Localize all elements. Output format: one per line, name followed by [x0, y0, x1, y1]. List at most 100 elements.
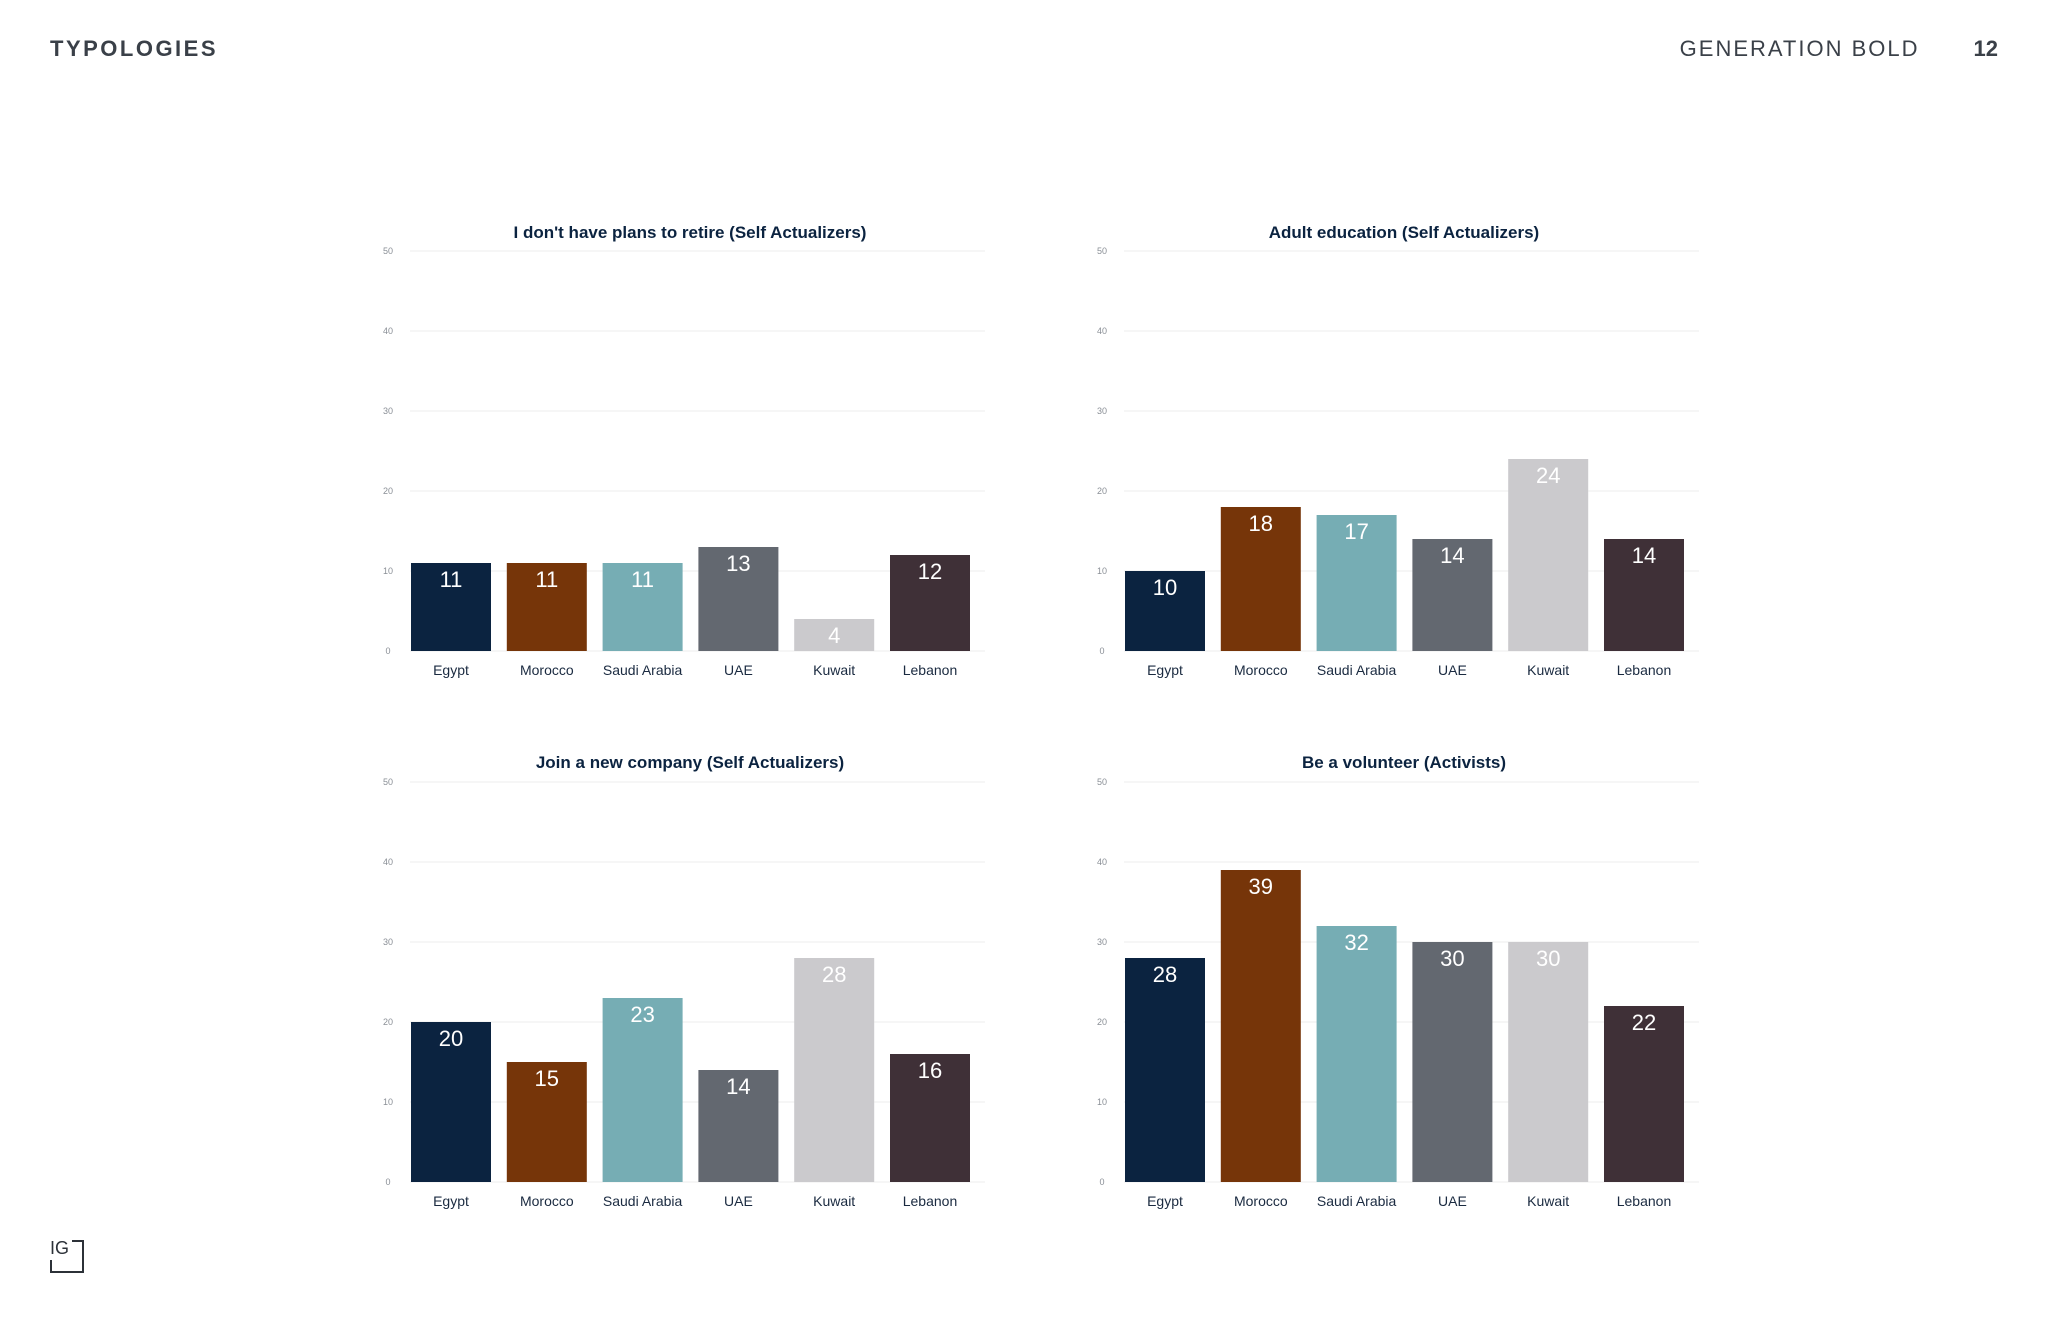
- header-right: GENERATION BOLD 12: [1680, 36, 1998, 62]
- bar-lebanon: [1604, 1006, 1684, 1182]
- data-label: 39: [1249, 874, 1273, 899]
- bar-morocco: [1220, 507, 1301, 651]
- data-label: 11: [631, 567, 654, 592]
- y-tick-label: 20: [1097, 1017, 1107, 1027]
- bar-lebanon: [890, 555, 970, 651]
- brand-name: GENERATION BOLD: [1679, 36, 1920, 61]
- data-label: 28: [1153, 962, 1177, 987]
- logo-text: IG: [50, 1238, 69, 1258]
- x-tick-label: Kuwait: [813, 662, 855, 678]
- data-label: 22: [1632, 1010, 1656, 1035]
- chart-title: Adult education (Self Actualizers): [1269, 223, 1539, 242]
- chart-title: Join a new company (Self Actualizers): [536, 753, 844, 772]
- x-tick-label: Saudi Arabia: [1317, 1193, 1397, 1209]
- x-tick-label: Egypt: [433, 1193, 469, 1209]
- data-label: 24: [1536, 463, 1560, 488]
- x-tick-label: Lebanon: [903, 662, 958, 678]
- data-label: 32: [1344, 930, 1368, 955]
- bar-saudi-arabia: [1316, 926, 1397, 1182]
- x-tick-label: Lebanon: [1617, 662, 1672, 678]
- chart-title: Be a volunteer (Activists): [1302, 753, 1506, 772]
- data-label: 10: [1153, 575, 1177, 600]
- data-label: 12: [918, 559, 942, 584]
- bar-uae: [698, 547, 779, 651]
- y-tick-label: 10: [1097, 566, 1107, 576]
- bar-lebanon: [1604, 539, 1684, 651]
- data-label: 4: [828, 623, 840, 648]
- x-tick-label: Saudi Arabia: [1317, 662, 1397, 678]
- bar-egypt: [411, 563, 491, 651]
- y-tick-label: 30: [1097, 937, 1107, 947]
- logo-frame: [50, 1240, 84, 1273]
- chart-4: Be a volunteer (Activists) 0 10 20 30 40 50 28 E…: [1097, 753, 1699, 1209]
- x-tick-label: Morocco: [1234, 662, 1288, 678]
- chart-3: Join a new company (Self Actualizers) 0 10…: [383, 753, 985, 1209]
- y-tick-label: 30: [383, 406, 393, 416]
- y-tick-label: 10: [383, 1097, 393, 1107]
- y-tick-label: 0: [1099, 646, 1104, 656]
- chart-2: Adult education (Self Actualizers) 0 10 20 3…: [1097, 223, 1699, 678]
- data-label: 15: [535, 1066, 559, 1091]
- bar-kuwait: [794, 619, 875, 651]
- bar-morocco: [1220, 870, 1301, 1182]
- x-tick-label: UAE: [724, 1193, 753, 1209]
- y-tick-label: 40: [1097, 326, 1107, 336]
- y-tick-label: 30: [383, 937, 393, 947]
- data-label: 11: [535, 567, 558, 592]
- data-label: 14: [1440, 543, 1464, 568]
- bar-uae: [1412, 942, 1493, 1182]
- data-label: 30: [1440, 946, 1464, 971]
- y-tick-label: 30: [1097, 406, 1107, 416]
- bar-egypt: [1125, 958, 1205, 1182]
- y-tick-label: 40: [1097, 857, 1107, 867]
- data-label: 11: [440, 567, 463, 592]
- x-tick-label: Kuwait: [1527, 662, 1569, 678]
- bar-uae: [698, 1070, 779, 1182]
- y-tick-label: 50: [1097, 777, 1107, 787]
- bar-saudi-arabia: [602, 563, 683, 651]
- data-label: 30: [1536, 946, 1560, 971]
- y-tick-label: 50: [383, 246, 393, 256]
- bar-lebanon: [890, 1054, 970, 1182]
- x-tick-label: Lebanon: [1617, 1193, 1672, 1209]
- bar-kuwait: [1508, 942, 1589, 1182]
- y-tick-label: 50: [1097, 246, 1107, 256]
- y-tick-label: 20: [383, 486, 393, 496]
- data-label: 13: [726, 551, 750, 576]
- x-tick-label: UAE: [1438, 662, 1467, 678]
- bar-kuwait: [1508, 459, 1589, 651]
- data-label: 14: [726, 1074, 750, 1099]
- y-tick-label: 50: [383, 777, 393, 787]
- y-tick-label: 40: [383, 326, 393, 336]
- ig-logo: IG: [50, 1238, 84, 1273]
- data-label: 18: [1249, 511, 1273, 536]
- x-tick-label: Kuwait: [1527, 1193, 1569, 1209]
- y-tick-label: 10: [1097, 1097, 1107, 1107]
- data-label: 20: [439, 1026, 463, 1051]
- y-tick-label: 0: [385, 1177, 390, 1187]
- x-tick-label: Saudi Arabia: [603, 1193, 683, 1209]
- x-tick-label: Kuwait: [813, 1193, 855, 1209]
- bar-morocco: [506, 563, 587, 651]
- page-number: 12: [1973, 36, 1998, 61]
- x-tick-label: Saudi Arabia: [603, 662, 683, 678]
- x-tick-label: UAE: [724, 662, 753, 678]
- bar-egypt: [411, 1022, 491, 1182]
- x-tick-label: Egypt: [433, 662, 469, 678]
- x-tick-label: Morocco: [520, 662, 574, 678]
- data-label: 28: [822, 962, 846, 987]
- data-label: 16: [918, 1058, 942, 1083]
- y-tick-label: 10: [383, 566, 393, 576]
- x-tick-label: Morocco: [1234, 1193, 1288, 1209]
- y-tick-label: 20: [1097, 486, 1107, 496]
- x-tick-label: Lebanon: [903, 1193, 958, 1209]
- x-tick-label: Egypt: [1147, 662, 1183, 678]
- x-tick-label: Morocco: [520, 1193, 574, 1209]
- chart-title: I don't have plans to retire (Self Actua…: [514, 223, 867, 242]
- y-tick-label: 0: [385, 646, 390, 656]
- data-label: 17: [1344, 519, 1368, 544]
- bar-saudi-arabia: [1316, 515, 1397, 651]
- bar-morocco: [506, 1062, 587, 1182]
- data-label: 23: [630, 1002, 654, 1027]
